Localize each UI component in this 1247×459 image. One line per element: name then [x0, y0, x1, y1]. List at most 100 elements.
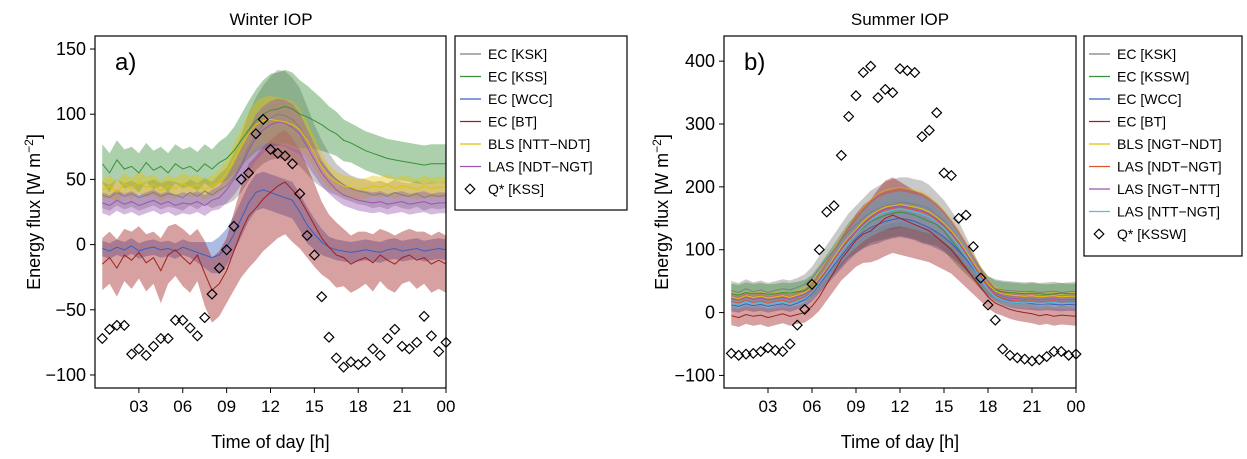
line-ec-bt-	[731, 214, 1076, 319]
qstar-marker	[257, 113, 269, 126]
qstar-marker	[199, 311, 211, 324]
x-tick-label: 06	[173, 397, 192, 416]
y-tick-label: 50	[66, 169, 86, 189]
qstar-marker	[396, 340, 408, 352]
qstar-marker	[923, 124, 935, 136]
y-axis-label: Energy flux [W m−2]	[22, 134, 44, 290]
band-bls-ntt-ndt-	[102, 96, 446, 203]
legend-label: LAS [NDT−NGT]	[488, 159, 593, 175]
panel-winter: 03 06 09 12 15 18 21 00 −100 −50 0 50 100 150 Winter I…	[22, 10, 455, 452]
qstar-marker	[133, 343, 145, 355]
y-tick-label: 0	[76, 235, 86, 255]
qstar-marker	[806, 278, 818, 290]
y-axis-label-exponent: −2	[22, 139, 36, 153]
y-tick-label: 150	[56, 39, 86, 59]
line-bls-ngt-ndt-	[731, 203, 1076, 300]
x-tick-label: 21	[1023, 397, 1042, 416]
legend-label: LAS [NGT−NTT]	[1117, 181, 1220, 197]
qstar-marker	[872, 91, 884, 104]
line-bls-ntt-ndt-	[102, 118, 446, 194]
qstar-marker	[264, 143, 277, 156]
legend-label: BLS [NTT−NDT]	[488, 136, 590, 152]
qstar-marker	[975, 272, 987, 284]
qstar-marker	[103, 323, 116, 335]
x-tick-label: 18	[979, 397, 998, 416]
legend-label: Q* [KSS]	[488, 181, 544, 197]
legend-winter: EC [KSK] EC [KSS] EC [WCC] EC [BT] BLS [NTT−…	[454, 35, 628, 211]
band-ec-kssw-	[731, 188, 1076, 305]
qstar-marker	[381, 332, 394, 345]
x-tick-label: 00	[1067, 397, 1086, 416]
x-tick-label: 18	[349, 397, 368, 416]
line-las-ndt-ngt-	[731, 206, 1076, 304]
line-ec-kss-	[101, 105, 446, 174]
panel-summer: 03 06 09 12 15 18 21 00 −100 0 100 200 300 400 Summer …	[650, 10, 1085, 452]
qstar-marker	[374, 349, 386, 362]
qstar-marker	[359, 356, 372, 368]
line-las-ndt-ngt-	[102, 121, 446, 207]
x-tick-label: 21	[393, 397, 412, 416]
legend-label: EC [WCC]	[1117, 91, 1182, 107]
qstar-marker	[418, 310, 430, 322]
y-axis-label-exponent: −2	[650, 139, 664, 153]
qstar-marker	[887, 86, 899, 99]
qstar-marker	[960, 209, 972, 221]
qstar-marker	[425, 330, 438, 342]
legend-label: EC [BT]	[488, 114, 537, 130]
qstar-marker	[316, 291, 328, 303]
line-las-ntt-ngt-	[731, 208, 1076, 305]
qstar-marker	[140, 349, 152, 362]
legend-frame	[1083, 35, 1243, 257]
qstar-marker	[777, 345, 789, 358]
net-radiation-markers	[96, 113, 452, 373]
legend-label: EC [KSS]	[488, 69, 547, 85]
qstar-marker	[96, 332, 108, 345]
qstar-marker	[345, 356, 357, 368]
qstar-marker	[791, 319, 803, 331]
line-las-ngt-ntt-	[731, 205, 1076, 301]
line-ec-wcc-	[102, 189, 446, 259]
qstar-marker	[865, 60, 877, 72]
line-ec-kssw-	[731, 211, 1076, 296]
plot-area	[101, 69, 446, 323]
qstar-marker	[433, 345, 445, 358]
qstar-marker	[272, 147, 284, 159]
qstar-marker	[901, 64, 913, 77]
qstar-marker	[337, 361, 350, 373]
panel-label: b)	[744, 49, 765, 76]
qstar-marker	[403, 343, 416, 355]
qstar-marker	[301, 229, 313, 242]
qstar-marker	[909, 66, 921, 79]
legend-label: LAS [NTT−NGT]	[1117, 204, 1220, 220]
qstar-marker	[755, 345, 767, 358]
x-tick-label: 03	[759, 397, 778, 416]
line-ec-bt-	[101, 181, 446, 292]
line-ec-ksk-	[731, 202, 1076, 294]
qstar-marker	[916, 130, 928, 143]
qstar-marker	[784, 338, 796, 350]
band-bls-ngt-ndt-	[731, 186, 1076, 304]
band-las-ndt-ngt-	[731, 188, 1076, 310]
legend-label: EC [KSSW]	[1117, 69, 1189, 85]
x-axis-label: Time of day [h]	[841, 432, 959, 452]
y-tick-label: 100	[56, 104, 86, 124]
legend-label: EC [KSK]	[488, 46, 547, 62]
legend-summer: EC [KSK] EC [KSSW] EC [WCC] EC [BT] BLS [NGT…	[1083, 35, 1243, 257]
y-tick-label: 0	[705, 303, 715, 323]
qstar-marker	[1011, 352, 1023, 364]
qstar-marker	[169, 314, 182, 326]
y-tick-label: −100	[45, 365, 86, 385]
legend-frame	[454, 35, 628, 211]
qstar-marker	[242, 167, 255, 179]
x-tick-label: 09	[847, 397, 866, 416]
qstar-marker	[997, 343, 1009, 355]
qstar-marker	[294, 188, 306, 200]
x-tick-label: 12	[261, 397, 280, 416]
qstar-marker	[813, 244, 825, 256]
y-axis-label-text: Energy flux [W m	[652, 153, 672, 290]
qstar-marker	[989, 314, 1001, 326]
qstar-marker	[220, 244, 233, 256]
qstar-marker	[1004, 349, 1016, 361]
x-tick-label: 15	[305, 397, 324, 416]
